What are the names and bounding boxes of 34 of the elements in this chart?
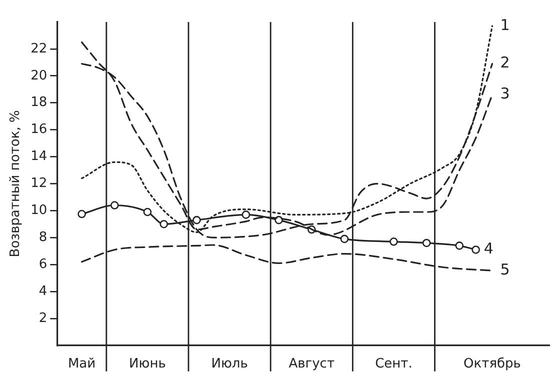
- y-tick-label: 10: [30, 203, 48, 218]
- y-tick-label: 12: [30, 176, 48, 192]
- point: [160, 220, 168, 228]
- y-tick-label: 8: [38, 230, 48, 245]
- series-label: 5: [500, 260, 510, 279]
- series-label: 3: [500, 84, 510, 103]
- point: [390, 237, 398, 246]
- series-label: 1: [500, 16, 510, 34]
- y-tick-label: 22: [30, 41, 48, 56]
- y-tick-label: 18: [30, 95, 48, 110]
- point: [422, 238, 431, 248]
- y-tick-label: 16: [30, 122, 48, 138]
- y-tick-label: 20: [30, 68, 48, 84]
- y-tick-label: 6: [38, 256, 48, 272]
- point: [242, 210, 250, 219]
- series-label: 2: [500, 54, 510, 72]
- x-tick-label: Октябрь: [464, 356, 521, 372]
- x-tick-label: Август: [288, 356, 335, 372]
- x-tick-label: Июнь: [129, 356, 166, 372]
- y-tick-label: 2: [38, 310, 48, 326]
- y-tick-label: 14: [30, 149, 48, 164]
- y-axis-title: Возвратный поток, %: [8, 110, 24, 258]
- point: [110, 201, 119, 210]
- point: [78, 210, 86, 218]
- point: [143, 208, 152, 216]
- y-tick-label: 4: [38, 284, 48, 299]
- series-label: 4: [484, 240, 494, 258]
- x-tick-label: Июль: [211, 356, 248, 372]
- point: [472, 246, 480, 254]
- point: [192, 216, 201, 224]
- point: [455, 242, 464, 250]
- x-tick-label: Сент.: [375, 356, 412, 372]
- point: [340, 234, 349, 244]
- x-tick-label: Май: [68, 356, 96, 372]
